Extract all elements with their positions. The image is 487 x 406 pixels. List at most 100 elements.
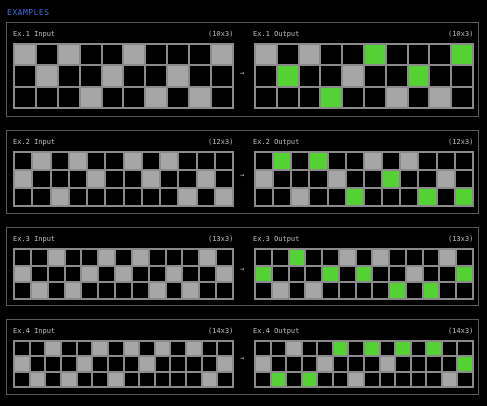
grid-cell: [271, 249, 289, 266]
grid-cell: [30, 249, 48, 266]
grid-cell: [345, 170, 364, 188]
grid-cell: [165, 265, 183, 283]
input-label: Ex.3 Input: [13, 235, 56, 243]
grid-cell: [81, 265, 99, 283]
grid-cell: [35, 44, 58, 66]
grid-cell: [217, 371, 233, 387]
arrow: →: [240, 354, 245, 362]
grid-cell: [320, 44, 343, 66]
grid-cell: [255, 170, 274, 188]
grid-cell: [276, 44, 299, 66]
grid-cell: [35, 86, 58, 108]
grid-cell: [131, 282, 149, 299]
grid-cell: [429, 86, 452, 108]
grid-cell: [338, 249, 356, 266]
grid-cell: [439, 282, 457, 299]
grid-cell: [115, 265, 132, 283]
grid-cell: [385, 65, 408, 87]
grid-cell: [456, 249, 473, 266]
grid-cell: [64, 249, 82, 266]
grid-cell: [441, 356, 458, 372]
grid-cell: [327, 170, 346, 188]
grid-cell: [418, 188, 437, 206]
grid-cell: [98, 282, 116, 299]
grid-cell: [309, 152, 328, 170]
grid-cell: [271, 282, 289, 299]
grid-cell: [363, 170, 383, 188]
grid-cell: [426, 356, 442, 372]
grid-cell: [182, 249, 200, 266]
grid-cell: [276, 86, 299, 108]
grid-cell: [317, 341, 333, 357]
grid-cell: [14, 249, 31, 266]
grid-cell: [301, 356, 318, 372]
grid-cell: [389, 249, 406, 266]
grid-cell: [322, 265, 339, 283]
output-grid: [254, 340, 474, 388]
grid-cell: [141, 152, 160, 170]
grid-cell: [255, 65, 277, 87]
grid-cell: [45, 356, 61, 372]
grid-cell: [363, 188, 383, 206]
input-dims: (14x3): [208, 327, 234, 335]
grid-cell: [14, 371, 30, 387]
grid-cell: [47, 249, 65, 266]
grid-cell: [298, 44, 321, 66]
input-grid: [13, 340, 234, 388]
grid-cell: [457, 356, 473, 372]
input-grid: [13, 151, 234, 207]
grid-cell: [355, 282, 373, 299]
arrow: →: [240, 265, 245, 273]
grid-cell: [429, 44, 452, 66]
output-dims: (13x3): [448, 235, 474, 243]
grid-cell: [214, 152, 233, 170]
grid-cell: [199, 265, 217, 283]
grid-cell: [14, 341, 30, 357]
grid-cell: [338, 265, 356, 283]
grid-cell: [14, 356, 30, 372]
grid-cell: [60, 371, 77, 387]
grid-cell: [98, 265, 116, 283]
grid-cell: [92, 341, 108, 357]
grid-cell: [286, 341, 302, 357]
grid-cell: [405, 265, 423, 283]
grid-cell: [355, 265, 373, 283]
output-dims: (10x3): [448, 30, 474, 38]
grid-cell: [68, 188, 87, 206]
grid-cell: [273, 188, 292, 206]
grid-cell: [439, 265, 457, 283]
grid-cell: [105, 170, 124, 188]
grid-cell: [131, 265, 149, 283]
grid-cell: [405, 249, 423, 266]
grid-cell: [372, 282, 390, 299]
grid-cell: [456, 282, 473, 299]
grid-cell: [148, 249, 166, 266]
grid-cell: [217, 356, 233, 372]
input-label: Ex.2 Input: [13, 138, 56, 146]
grid-cell: [196, 170, 215, 188]
arrow: →: [240, 171, 245, 179]
grid-cell: [348, 341, 364, 357]
grid-cell: [400, 152, 419, 170]
grid-cell: [81, 249, 99, 266]
grid-cell: [345, 152, 364, 170]
grid-cell: [50, 188, 69, 206]
grid-cell: [32, 170, 51, 188]
grid-cell: [154, 341, 171, 357]
grid-cell: [145, 44, 168, 66]
grid-cell: [154, 356, 171, 372]
grid-cell: [332, 371, 349, 387]
grid-cell: [342, 44, 364, 66]
grid-cell: [57, 44, 80, 66]
grid-cell: [441, 371, 458, 387]
grid-cell: [422, 282, 440, 299]
grid-cell: [105, 188, 124, 206]
grid-cell: [255, 356, 271, 372]
grid-cell: [14, 282, 31, 299]
grid-cell: [178, 170, 197, 188]
grid-cell: [291, 152, 310, 170]
grid-cell: [273, 170, 292, 188]
grid-cell: [363, 341, 380, 357]
output-label: Ex.1 Output: [253, 30, 300, 38]
grid-cell: [167, 65, 190, 87]
